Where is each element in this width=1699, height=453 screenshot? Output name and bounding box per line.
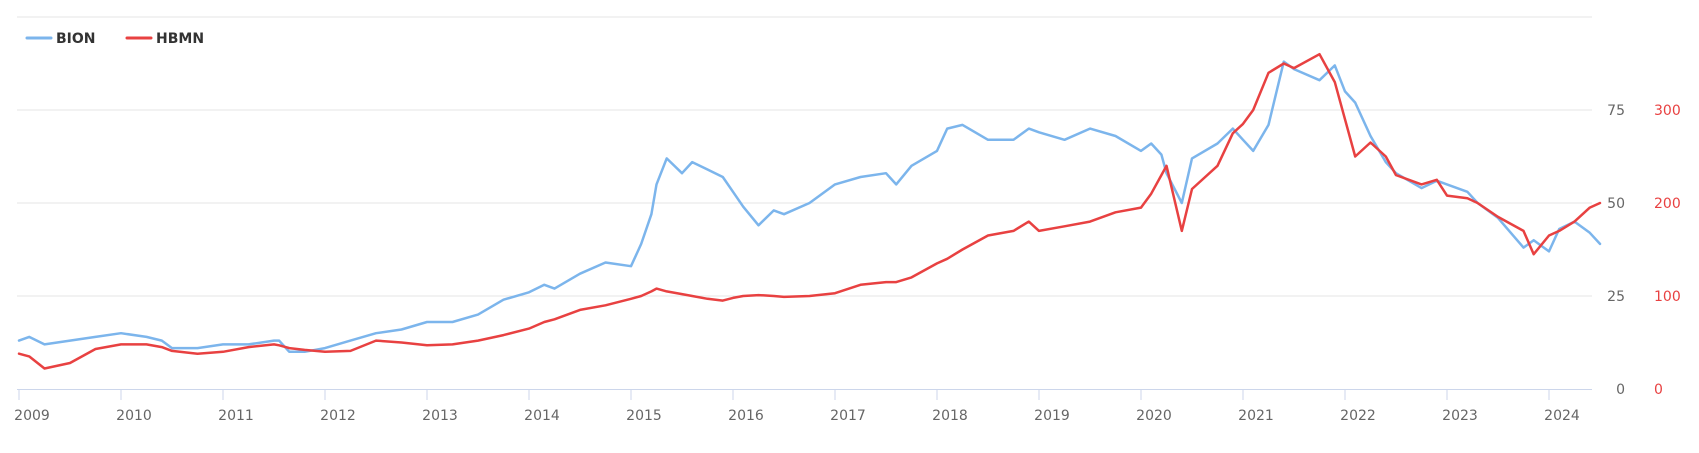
y-right-tick-label: 300 [1654,103,1681,119]
x-tick-label: 2023 [1442,408,1478,424]
x-tick-label: 2020 [1136,408,1172,424]
x-tick-label: 2019 [1034,408,1070,424]
y-left-tick-label: 0 [1616,382,1625,398]
y-right-tick-label: 0 [1654,382,1663,398]
x-tick-label: 2018 [932,408,968,424]
x-tick-label: 2009 [14,408,50,424]
y-right-tick-label: 100 [1654,289,1681,305]
y-right-tick-label: 200 [1654,196,1681,212]
y-left-tick-label: 50 [1607,196,1625,212]
x-axis: 0 25 50 75 0 100 200 300 2009 2010 2011 2012 2013 201… [14,103,1681,424]
legend-item-hbmn[interactable]: HBMN [125,31,204,47]
x-tick-label: 2016 [728,408,764,424]
legend[interactable]: BION HBMN [25,31,204,47]
legend-item-bion[interactable]: BION [25,31,96,47]
y-left-tick-label: 75 [1607,103,1625,119]
series-line-bion[interactable] [17,60,1602,354]
y-left-tick-label: 25 [1607,289,1625,305]
x-tick-label: 2013 [422,408,458,424]
plot-area [17,52,1602,370]
series-line-hbmn[interactable] [17,52,1602,370]
x-tick-label: 2021 [1238,408,1274,424]
x-tick-label: 2022 [1340,408,1376,424]
x-tick-label: 2014 [524,408,560,424]
x-tick-label: 2011 [218,408,254,424]
x-tick-label: 2012 [320,408,356,424]
legend-label-bion: BION [56,31,96,47]
legend-label-hbmn: HBMN [156,31,204,47]
x-tick-label: 2015 [626,408,662,424]
x-tick-label: 2010 [116,408,152,424]
x-tick-label: 2024 [1544,408,1580,424]
x-tick-label: 2017 [830,408,866,424]
